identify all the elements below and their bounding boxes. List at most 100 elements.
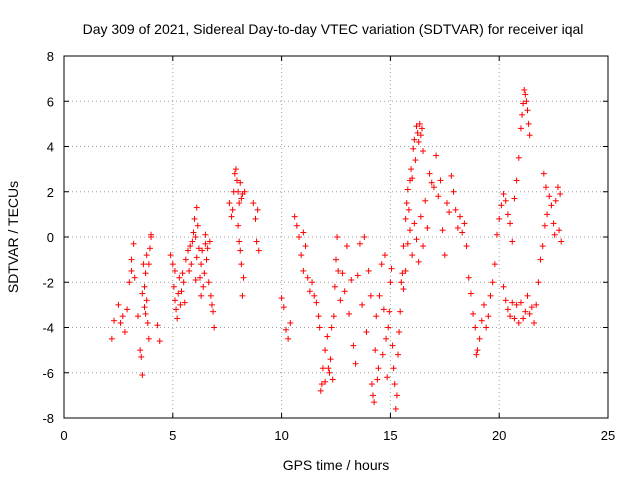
data-point — [185, 247, 192, 254]
data-point — [392, 405, 399, 412]
data-point — [128, 267, 135, 274]
data-point — [187, 243, 194, 250]
data-point — [328, 324, 335, 331]
data-point — [461, 220, 468, 227]
data-point — [525, 120, 532, 127]
data-point — [156, 338, 163, 345]
chart-title: Day 309 of 2021, Sidereal Day-to-day VTE… — [83, 21, 584, 37]
y-tick-label: -2 — [42, 275, 54, 290]
data-point — [404, 186, 411, 193]
data-point — [513, 177, 520, 184]
data-point — [556, 227, 563, 234]
data-point — [302, 243, 309, 250]
data-point — [352, 360, 359, 367]
data-point — [544, 211, 551, 218]
data-point — [398, 279, 405, 286]
data-point — [167, 252, 174, 259]
data-point — [489, 279, 496, 286]
data-point — [526, 132, 533, 139]
y-tick-label: 4 — [47, 140, 54, 155]
data-point — [254, 206, 261, 213]
data-point — [169, 261, 176, 268]
data-point — [520, 100, 527, 107]
x-tick-label: 25 — [601, 428, 615, 443]
data-point — [406, 227, 413, 234]
data-point — [317, 387, 324, 394]
data-point — [293, 222, 300, 229]
data-point — [511, 195, 518, 202]
data-point — [131, 274, 138, 281]
data-point — [517, 299, 524, 306]
data-point — [287, 319, 294, 326]
data-point — [182, 256, 189, 263]
data-point — [551, 231, 558, 238]
data-point — [142, 270, 149, 277]
data-point — [337, 297, 344, 304]
data-point — [231, 170, 238, 177]
data-point — [402, 267, 409, 274]
data-point — [130, 240, 137, 247]
data-point — [548, 202, 555, 209]
data-point — [300, 229, 307, 236]
data-point — [143, 252, 150, 259]
data-point — [524, 292, 531, 299]
data-point — [515, 154, 522, 161]
data-point — [239, 292, 246, 299]
data-point — [318, 381, 325, 388]
data-point — [255, 247, 262, 254]
x-tick-label: 10 — [274, 428, 288, 443]
data-point — [192, 234, 199, 240]
data-point — [232, 166, 239, 173]
data-point — [473, 351, 480, 358]
data-point — [403, 200, 410, 207]
data-point — [448, 172, 455, 179]
data-point — [193, 254, 200, 261]
data-point — [148, 231, 155, 238]
data-point — [517, 125, 524, 132]
data-point — [378, 261, 385, 268]
data-point — [414, 129, 421, 136]
data-point — [188, 261, 195, 268]
data-point — [198, 292, 205, 299]
data-point — [463, 243, 470, 250]
data-point — [341, 288, 348, 295]
data-point — [346, 310, 353, 317]
data-point — [430, 184, 437, 191]
data-point — [176, 274, 183, 281]
data-point — [474, 347, 481, 354]
data-point — [480, 301, 487, 308]
data-point — [190, 229, 197, 236]
data-point — [189, 238, 196, 245]
data-point — [387, 279, 394, 286]
data-point — [181, 299, 188, 306]
data-point — [193, 204, 200, 211]
data-point — [504, 306, 511, 313]
data-point — [236, 238, 243, 245]
data-point — [372, 347, 379, 354]
data-point — [476, 335, 483, 342]
y-tick-label: 6 — [47, 94, 54, 109]
data-point — [108, 335, 115, 342]
data-point — [363, 329, 370, 336]
data-point — [557, 191, 564, 198]
data-point — [228, 213, 235, 220]
data-point — [391, 381, 398, 388]
data-point — [139, 290, 146, 297]
data-point — [322, 347, 329, 354]
data-point — [141, 283, 148, 290]
data-point — [197, 274, 203, 281]
data-point — [235, 188, 242, 195]
data-point — [470, 310, 477, 317]
data-point — [298, 252, 305, 259]
y-tick-label: 0 — [47, 230, 54, 245]
y-tick-label: 2 — [47, 185, 54, 200]
data-point — [367, 292, 374, 299]
data-point — [170, 283, 177, 290]
data-point — [504, 211, 511, 218]
data-point — [195, 245, 202, 252]
data-point — [502, 297, 509, 304]
data-point — [522, 308, 529, 315]
data-point — [542, 184, 549, 191]
data-point — [550, 220, 557, 227]
